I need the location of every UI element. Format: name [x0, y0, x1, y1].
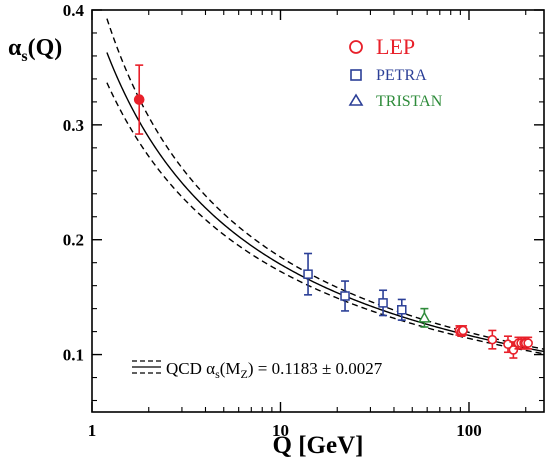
data-point-petra [303, 252, 313, 296]
data-point-petra [397, 298, 407, 321]
marker-square [340, 291, 350, 301]
y-tick-label: 0.2 [63, 231, 84, 250]
legend: LEP PETRA TRISTAN [348, 34, 443, 110]
axis-ticks: 1 10 100 0.1 0.2 0.3 0.4 [63, 1, 544, 440]
qcd-curves [106, 18, 544, 355]
legend-label-lep: LEP [376, 34, 415, 59]
legend-marker-petra [350, 69, 362, 81]
data-point-lep [523, 336, 533, 350]
data-point-lep [458, 325, 468, 336]
x-tick-label: 10 [272, 421, 289, 440]
y-tick-label: 0.1 [63, 346, 84, 365]
legend-marker-lep [349, 40, 363, 54]
marker-circle [458, 325, 468, 336]
legend-label-petra: PETRA [376, 67, 427, 84]
y-axis-title-main: α [8, 35, 22, 61]
curve-legend-label: QCD αs(MZ) = 0.1183 ± 0.0027 [166, 359, 383, 381]
data-point-petra [378, 289, 388, 317]
data-point-lep [133, 64, 145, 135]
qcd-curve-upper [106, 18, 544, 350]
x-axis-title: Q [GeV] [273, 432, 364, 459]
qcd-curve-lower [106, 82, 544, 355]
curve-legend: QCD αs(MZ) = 0.1183 ± 0.0027 [132, 359, 383, 381]
y-axis-title: αs(Q) [8, 35, 62, 65]
marker-circle [133, 94, 145, 105]
x-tick-label: 1 [88, 421, 97, 440]
legend-item-lep: LEP [349, 34, 415, 59]
data-point-tristan [418, 307, 431, 328]
plot-frame [91, 9, 545, 413]
legend-item-tristan: TRISTAN [348, 93, 443, 110]
data-points [133, 64, 533, 359]
y-tick-label: 0.4 [63, 1, 85, 20]
marker-circle [487, 334, 498, 345]
qcd-curve-central [106, 52, 544, 353]
legend-label-tristan: TRISTAN [376, 93, 443, 110]
legend-item-petra: PETRA [350, 67, 427, 84]
marker-circle [523, 338, 533, 348]
legend-marker-tristan [348, 93, 364, 106]
y-tick-label: 0.3 [63, 116, 84, 135]
marker-square [378, 298, 388, 308]
marker-square [397, 305, 407, 315]
y-axis-title-tail: (Q) [28, 35, 63, 61]
marker-circle [508, 345, 519, 355]
marker-triangle [418, 311, 431, 323]
x-tick-label: 100 [456, 421, 482, 440]
marker-square [303, 269, 313, 279]
y-axis-title-sub: s [21, 48, 27, 65]
data-point-petra [340, 280, 350, 312]
data-point-lep [487, 329, 498, 350]
